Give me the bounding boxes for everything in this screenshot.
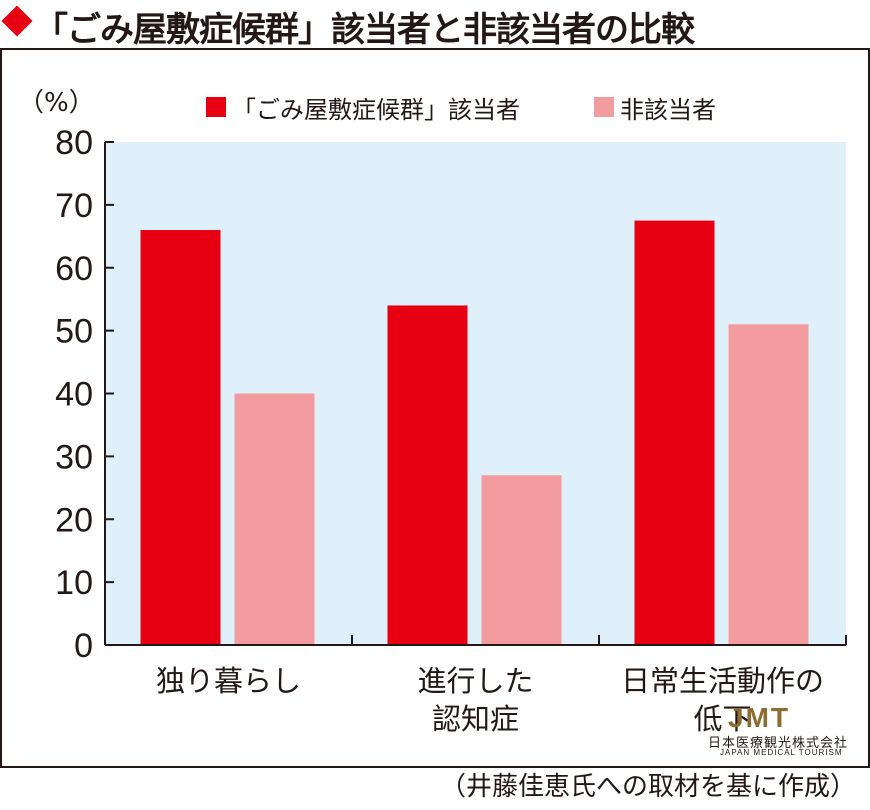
logo-company-name: 日本医療観光株式会社 (708, 736, 849, 751)
source-note: （井藤佳恵氏への取材を基に作成） (439, 772, 856, 802)
bar-1-category-3 (634, 220, 715, 645)
category-label-2-line-2: 認知症 (432, 702, 519, 736)
y-tick-label-70: 70 (55, 187, 93, 225)
y-tick-label-30: 30 (55, 438, 93, 476)
company-logo: JMT 日本医療観光株式会社 JAPAN MEDICAL TOURISM (700, 702, 860, 760)
legend-item-series-1: 「ごみ屋敷症候群」該当者 (206, 92, 520, 124)
category-label-3-line-2: 低下 (693, 702, 751, 736)
chart-title: 「ごみ屋敷症候群」該当者と非該当者の比較 (34, 10, 695, 50)
y-tick-label-80: 80 (55, 124, 93, 162)
bar-2-category-1 (234, 393, 315, 645)
bar-1-category-2 (387, 305, 468, 645)
plot-area (105, 142, 846, 645)
legend-item-series-2: 非該当者 (594, 92, 716, 124)
bar-2-category-2 (481, 475, 562, 645)
legend-label-series-1: 「ごみ屋敷症候群」該当者 (232, 95, 520, 124)
legend-label-series-2: 非該当者 (620, 95, 716, 124)
category-label-3-line-1: 日常生活動作の (621, 664, 824, 698)
y-tick-label-20: 20 (55, 501, 93, 539)
title-row: 「ごみ屋敷症候群」該当者と非該当者の比較 (0, 0, 870, 50)
category-label-1-line-1: 独り暮らし (156, 664, 301, 698)
logo-mark: JMT (728, 702, 790, 733)
category-label-2-line-1: 進行した (417, 664, 533, 698)
bar-2-category-3 (728, 324, 809, 645)
y-tick-label-0: 0 (74, 627, 93, 665)
y-tick-label-40: 40 (55, 376, 93, 414)
y-tick-label-60: 60 (55, 250, 93, 288)
y-axis-unit: （%） (18, 88, 95, 118)
y-tick-label-10: 10 (55, 564, 93, 602)
bar-1-category-1 (140, 230, 221, 645)
legend-swatch-series-1 (206, 97, 226, 117)
logo-subtitle: JAPAN MEDICAL TOURISM (720, 748, 843, 757)
legend-swatch-series-2 (594, 97, 614, 117)
y-tick-label-50: 50 (55, 313, 93, 351)
